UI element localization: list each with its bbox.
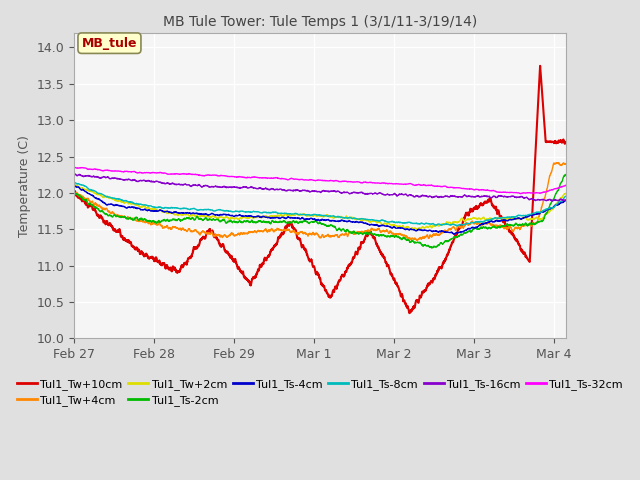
Line: Tul1_Tw+2cm: Tul1_Tw+2cm	[74, 184, 566, 230]
Tul1_Ts-8cm	[280, 210, 288, 216]
Text: MB_tule: MB_tule	[82, 36, 137, 50]
Title: MB Tule Tower: Tule Temps 1 (3/1/11-3/19/14): MB Tule Tower: Tule Temps 1 (3/1/11-3/19…	[163, 15, 477, 29]
Tul1_Ts-16cm	[70, 171, 78, 177]
Tul1_Tw+4cm	[280, 228, 288, 233]
Tul1_Ts-16cm	[71, 171, 79, 177]
Tul1_Ts-8cm	[499, 215, 507, 220]
Tul1_Tw+10cm	[499, 219, 507, 225]
Tul1_Ts-8cm	[453, 223, 461, 228]
Tul1_Tw+10cm	[156, 258, 163, 264]
Tul1_Ts-4cm	[259, 214, 267, 219]
Tul1_Ts-16cm	[156, 179, 164, 185]
Line: Tul1_Ts-32cm: Tul1_Ts-32cm	[74, 168, 566, 193]
Tul1_Tw+10cm	[127, 239, 134, 245]
Tul1_Ts-16cm	[552, 197, 560, 203]
Tul1_Tw+10cm	[280, 229, 288, 235]
Tul1_Tw+2cm	[72, 181, 79, 187]
Tul1_Tw+4cm	[552, 160, 560, 166]
Tul1_Ts-32cm	[70, 165, 78, 170]
Tul1_Tw+10cm	[562, 140, 570, 146]
Tul1_Ts-2cm	[428, 245, 435, 251]
Tul1_Ts-8cm	[552, 202, 560, 208]
Tul1_Ts-2cm	[259, 219, 267, 225]
Line: Tul1_Ts-2cm: Tul1_Ts-2cm	[74, 175, 566, 248]
Tul1_Tw+4cm	[259, 229, 267, 235]
Tul1_Ts-4cm	[552, 202, 560, 208]
Tul1_Tw+4cm	[413, 237, 420, 243]
Tul1_Tw+4cm	[127, 215, 134, 221]
Tul1_Tw+10cm	[259, 261, 267, 266]
Line: Tul1_Ts-8cm: Tul1_Ts-8cm	[74, 182, 566, 226]
Tul1_Ts-16cm	[127, 177, 134, 183]
Tul1_Ts-16cm	[562, 197, 570, 203]
Tul1_Tw+4cm	[554, 160, 561, 166]
Tul1_Ts-32cm	[517, 191, 525, 196]
Tul1_Tw+10cm	[70, 188, 78, 194]
Tul1_Tw+2cm	[552, 201, 560, 206]
Tul1_Ts-8cm	[70, 179, 78, 185]
Tul1_Ts-8cm	[156, 204, 163, 210]
Tul1_Ts-4cm	[70, 183, 78, 189]
Tul1_Tw+2cm	[70, 182, 78, 188]
Tul1_Ts-32cm	[552, 186, 560, 192]
Tul1_Ts-32cm	[72, 165, 79, 170]
Line: Tul1_Tw+4cm: Tul1_Tw+4cm	[74, 163, 566, 240]
Tul1_Ts-2cm	[562, 172, 570, 178]
Tul1_Ts-8cm	[127, 199, 134, 205]
Tul1_Tw+4cm	[562, 161, 570, 167]
Tul1_Tw+2cm	[562, 191, 570, 196]
Tul1_Ts-32cm	[127, 169, 134, 175]
Tul1_Ts-2cm	[280, 218, 288, 224]
Tul1_Tw+10cm	[406, 310, 413, 316]
Tul1_Tw+2cm	[410, 227, 417, 233]
Tul1_Tw+4cm	[70, 190, 78, 195]
Tul1_Ts-16cm	[499, 194, 507, 200]
Tul1_Tw+2cm	[156, 207, 164, 213]
Tul1_Ts-32cm	[156, 169, 164, 175]
Tul1_Tw+2cm	[500, 216, 508, 222]
Tul1_Ts-4cm	[499, 217, 507, 223]
Tul1_Tw+2cm	[127, 201, 134, 206]
Line: Tul1_Ts-4cm: Tul1_Ts-4cm	[74, 186, 566, 234]
Tul1_Ts-16cm	[259, 186, 267, 192]
Line: Tul1_Tw+10cm: Tul1_Tw+10cm	[74, 66, 566, 313]
Tul1_Ts-32cm	[562, 182, 570, 188]
Tul1_Tw+2cm	[259, 215, 267, 220]
Tul1_Ts-8cm	[259, 210, 267, 216]
Tul1_Tw+10cm	[552, 140, 560, 145]
Tul1_Ts-2cm	[127, 215, 134, 220]
Legend: Tul1_Tw+10cm, Tul1_Tw+4cm, Tul1_Tw+2cm, Tul1_Ts-2cm, Tul1_Ts-4cm, Tul1_Ts-8cm, T: Tul1_Tw+10cm, Tul1_Tw+4cm, Tul1_Tw+2cm, …	[13, 374, 627, 410]
Tul1_Ts-4cm	[562, 197, 570, 203]
Y-axis label: Temperature (C): Temperature (C)	[18, 135, 31, 237]
Line: Tul1_Ts-16cm: Tul1_Ts-16cm	[74, 174, 566, 201]
Tul1_Ts-32cm	[259, 175, 267, 180]
Tul1_Ts-32cm	[280, 176, 288, 181]
Tul1_Ts-32cm	[499, 189, 507, 195]
Tul1_Ts-2cm	[499, 223, 507, 229]
Tul1_Ts-16cm	[548, 198, 556, 204]
Tul1_Ts-2cm	[552, 190, 560, 196]
Tul1_Ts-2cm	[156, 219, 163, 225]
Tul1_Ts-2cm	[70, 190, 78, 196]
Tul1_Tw+2cm	[280, 212, 288, 218]
Tul1_Tw+10cm	[536, 63, 544, 69]
Tul1_Ts-4cm	[280, 215, 288, 220]
Tul1_Ts-8cm	[562, 193, 570, 199]
Tul1_Ts-4cm	[156, 207, 163, 213]
Tul1_Tw+4cm	[499, 224, 507, 230]
Tul1_Ts-4cm	[127, 204, 134, 210]
Tul1_Tw+4cm	[156, 220, 163, 226]
Tul1_Ts-16cm	[280, 187, 288, 192]
Tul1_Ts-4cm	[451, 231, 458, 237]
